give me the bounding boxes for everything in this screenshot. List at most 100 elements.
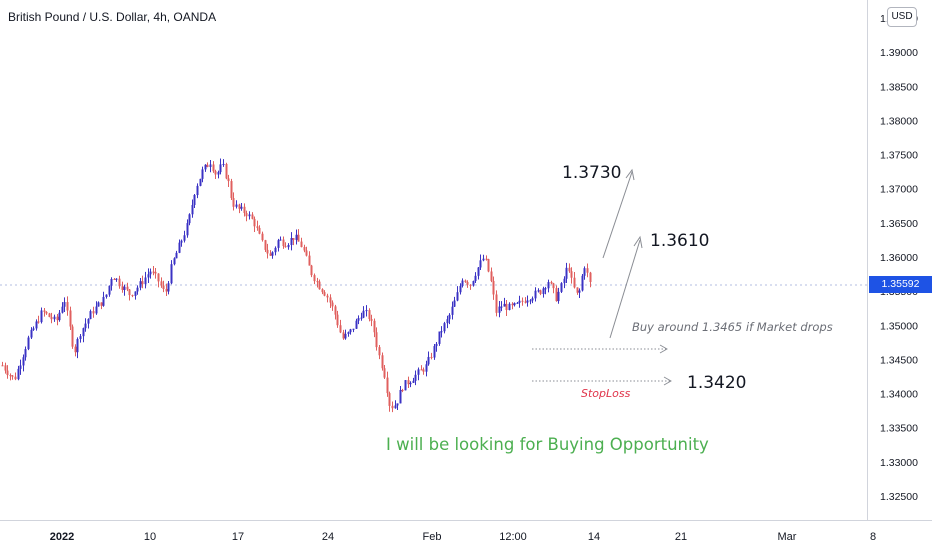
candle-body xyxy=(191,205,194,215)
candle-body xyxy=(24,349,27,358)
candle-body xyxy=(427,356,430,365)
candle-body xyxy=(461,280,464,286)
candle-body xyxy=(503,303,506,307)
headline-annotation: I will be looking for Buying Opportunity xyxy=(386,435,709,454)
candle-body xyxy=(396,403,399,406)
candle-body xyxy=(308,255,311,266)
candle-body xyxy=(490,271,493,281)
candle-body xyxy=(175,252,178,259)
candle-body xyxy=(19,365,22,369)
candle-body xyxy=(11,375,14,377)
candle-body xyxy=(464,280,467,282)
candle-body xyxy=(334,306,337,315)
currency-badge[interactable]: USD xyxy=(887,7,917,27)
target-arrow-1361[interactable] xyxy=(609,235,643,339)
candle-body xyxy=(557,291,560,302)
buy-note: Buy around 1.3465 if Market drops xyxy=(632,320,833,334)
candle-body xyxy=(271,252,274,256)
candle-body xyxy=(373,320,376,333)
candle-body xyxy=(84,323,87,329)
candle-body xyxy=(544,288,547,290)
candle-body xyxy=(279,239,282,241)
candle-body xyxy=(339,325,342,333)
candle-body xyxy=(451,306,454,315)
price-tick-label: 1.37000 xyxy=(880,184,918,196)
candle-body xyxy=(79,336,82,340)
candle-body xyxy=(469,284,472,286)
candle-body xyxy=(456,292,459,301)
candle-body xyxy=(97,302,100,307)
candle-body xyxy=(43,310,46,312)
price-tick-label: 1.32500 xyxy=(880,491,918,503)
candle-body xyxy=(201,169,204,179)
candle-body xyxy=(378,347,381,356)
candle-body xyxy=(362,310,365,318)
candle-body xyxy=(131,295,134,297)
price-tick-label: 1.38000 xyxy=(880,115,918,127)
candle-body xyxy=(531,298,534,301)
candle-body xyxy=(336,314,339,326)
candle-body xyxy=(48,313,51,318)
candle-body xyxy=(295,234,298,240)
candle-body xyxy=(505,303,508,310)
time-tick-label: Feb xyxy=(423,531,442,543)
candle-body xyxy=(399,389,402,404)
buy-level-line[interactable] xyxy=(532,344,668,354)
candle-body xyxy=(388,393,391,406)
candle-body xyxy=(180,240,183,243)
candle-body xyxy=(487,259,490,272)
candle-body xyxy=(300,241,303,248)
candle-body xyxy=(61,306,64,313)
candle-body xyxy=(435,343,438,347)
candle-body xyxy=(498,306,501,313)
price-tick-label: 1.38500 xyxy=(880,81,918,93)
price-tick-label: 1.34500 xyxy=(880,354,918,366)
time-tick-label: 8 xyxy=(870,531,876,543)
candle-body xyxy=(186,223,189,236)
candle-body xyxy=(206,164,209,167)
candle-body xyxy=(160,281,163,286)
candle-body xyxy=(524,301,527,303)
candle-body xyxy=(360,317,363,319)
candle-body xyxy=(316,281,319,283)
candle-body xyxy=(141,281,144,285)
target-arrow-1373[interactable] xyxy=(602,168,635,259)
candle-body xyxy=(342,332,345,339)
candle-body xyxy=(167,283,170,292)
candle-body xyxy=(576,287,579,293)
candle-body xyxy=(108,285,111,295)
candle-body xyxy=(222,164,225,166)
candle-body xyxy=(110,279,113,286)
candle-body xyxy=(513,302,516,306)
candle-body xyxy=(4,365,7,371)
candle-body xyxy=(230,181,233,199)
stoploss-label: StopLoss xyxy=(581,387,631,400)
price-tick-label: 1.35000 xyxy=(880,320,918,332)
candle-body xyxy=(261,233,264,241)
candle-body xyxy=(508,303,511,310)
candle-body xyxy=(446,319,449,324)
candle-body xyxy=(305,250,308,256)
candle-body xyxy=(238,204,241,209)
candle-body xyxy=(266,249,269,254)
candle-body xyxy=(58,312,61,321)
candle-body xyxy=(66,302,69,311)
candle-body xyxy=(453,300,456,307)
time-tick-label: 17 xyxy=(232,531,244,543)
candle-body xyxy=(71,326,74,347)
candle-body xyxy=(479,260,482,268)
candle-body xyxy=(365,310,368,312)
candle-body xyxy=(310,265,313,276)
symbol-title[interactable]: British Pound / U.S. Dollar, 4h, OANDA xyxy=(8,10,217,24)
candle-body xyxy=(53,316,56,320)
time-axis-labels: 2022 10 17 24 Feb 12:00 14 21 Mar 8 xyxy=(50,531,876,543)
candle-body xyxy=(115,278,118,280)
candle-body xyxy=(573,277,576,288)
stoploss-level-line[interactable] xyxy=(532,376,672,386)
time-tick-label: 14 xyxy=(588,531,600,543)
candle-body xyxy=(74,346,77,353)
candle-body xyxy=(331,302,334,307)
candle-body xyxy=(69,310,72,327)
price-tick-label: 1.33000 xyxy=(880,457,918,469)
